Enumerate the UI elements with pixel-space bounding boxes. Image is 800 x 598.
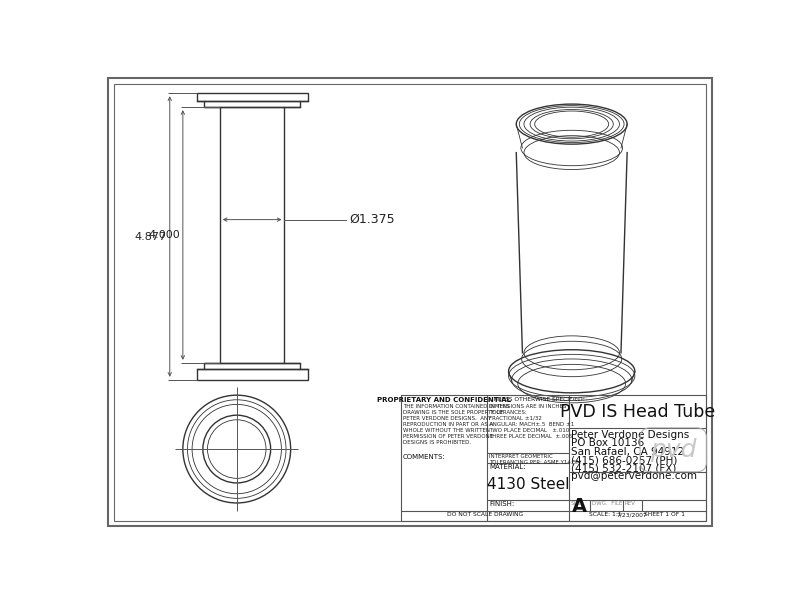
Text: Peter Verdone Designs: Peter Verdone Designs bbox=[571, 430, 689, 440]
Bar bbox=[205, 363, 300, 369]
Text: 4.877: 4.877 bbox=[134, 231, 166, 242]
Bar bbox=[401, 395, 706, 521]
Text: MATERIAL:: MATERIAL: bbox=[490, 465, 526, 471]
Text: PVD IS Head Tube: PVD IS Head Tube bbox=[559, 403, 714, 421]
Text: INTERPRET GEOMETRIC
TOLERANCING PER: ASME Y14.5M: INTERPRET GEOMETRIC TOLERANCING PER: ASM… bbox=[490, 454, 581, 465]
Text: 4130 Steel: 4130 Steel bbox=[486, 477, 569, 492]
Text: pvd@peterverdone.com: pvd@peterverdone.com bbox=[571, 471, 697, 481]
Text: 7/23/2007: 7/23/2007 bbox=[617, 512, 647, 517]
Bar bbox=[197, 369, 307, 380]
Text: THE INFORMATION CONTAINED IN THIS
DRAWING IS THE SOLE PROPERTY OF
PETER VERDONE : THE INFORMATION CONTAINED IN THIS DRAWIN… bbox=[403, 404, 510, 446]
Text: San Rafael, CA 94912: San Rafael, CA 94912 bbox=[571, 447, 684, 457]
Text: REV: REV bbox=[625, 501, 636, 507]
Text: SCALE: 1:1: SCALE: 1:1 bbox=[589, 512, 622, 517]
Text: 4.000: 4.000 bbox=[148, 230, 180, 240]
Text: COMMENTS:: COMMENTS: bbox=[403, 454, 446, 460]
Bar bbox=[220, 107, 285, 363]
Text: (415) 532-2107 (FX): (415) 532-2107 (FX) bbox=[571, 463, 676, 474]
Text: FINISH:: FINISH: bbox=[490, 501, 514, 508]
Text: (415) 686-0257 (PH): (415) 686-0257 (PH) bbox=[571, 455, 678, 465]
Text: PROPRIETARY AND CONFIDENTIAL: PROPRIETARY AND CONFIDENTIAL bbox=[377, 398, 511, 404]
Text: DIMENSIONS ARE IN INCHES
TOLERANCES:
FRACTIONAL ±1/32
ANGULAR: MACH±.5  BEND ±1
: DIMENSIONS ARE IN INCHES TOLERANCES: FRA… bbox=[490, 404, 574, 438]
Bar bbox=[205, 101, 300, 107]
Bar bbox=[197, 93, 307, 101]
Text: SIZE: SIZE bbox=[571, 501, 583, 507]
Text: A: A bbox=[572, 496, 587, 515]
Text: DWG.  FILE: DWG. FILE bbox=[593, 501, 623, 507]
Text: PO Box 10136: PO Box 10136 bbox=[571, 438, 644, 448]
Text: DO NOT SCALE DRAWING: DO NOT SCALE DRAWING bbox=[446, 512, 522, 517]
Text: TITLE:: TITLE: bbox=[571, 396, 587, 402]
Text: Ø1.375: Ø1.375 bbox=[349, 213, 394, 226]
Text: SHEET 1 OF 1: SHEET 1 OF 1 bbox=[643, 512, 685, 517]
Text: UNLESS OTHERWISE SPECIFIED:: UNLESS OTHERWISE SPECIFIED: bbox=[490, 398, 585, 402]
Text: pvd: pvd bbox=[650, 438, 697, 462]
